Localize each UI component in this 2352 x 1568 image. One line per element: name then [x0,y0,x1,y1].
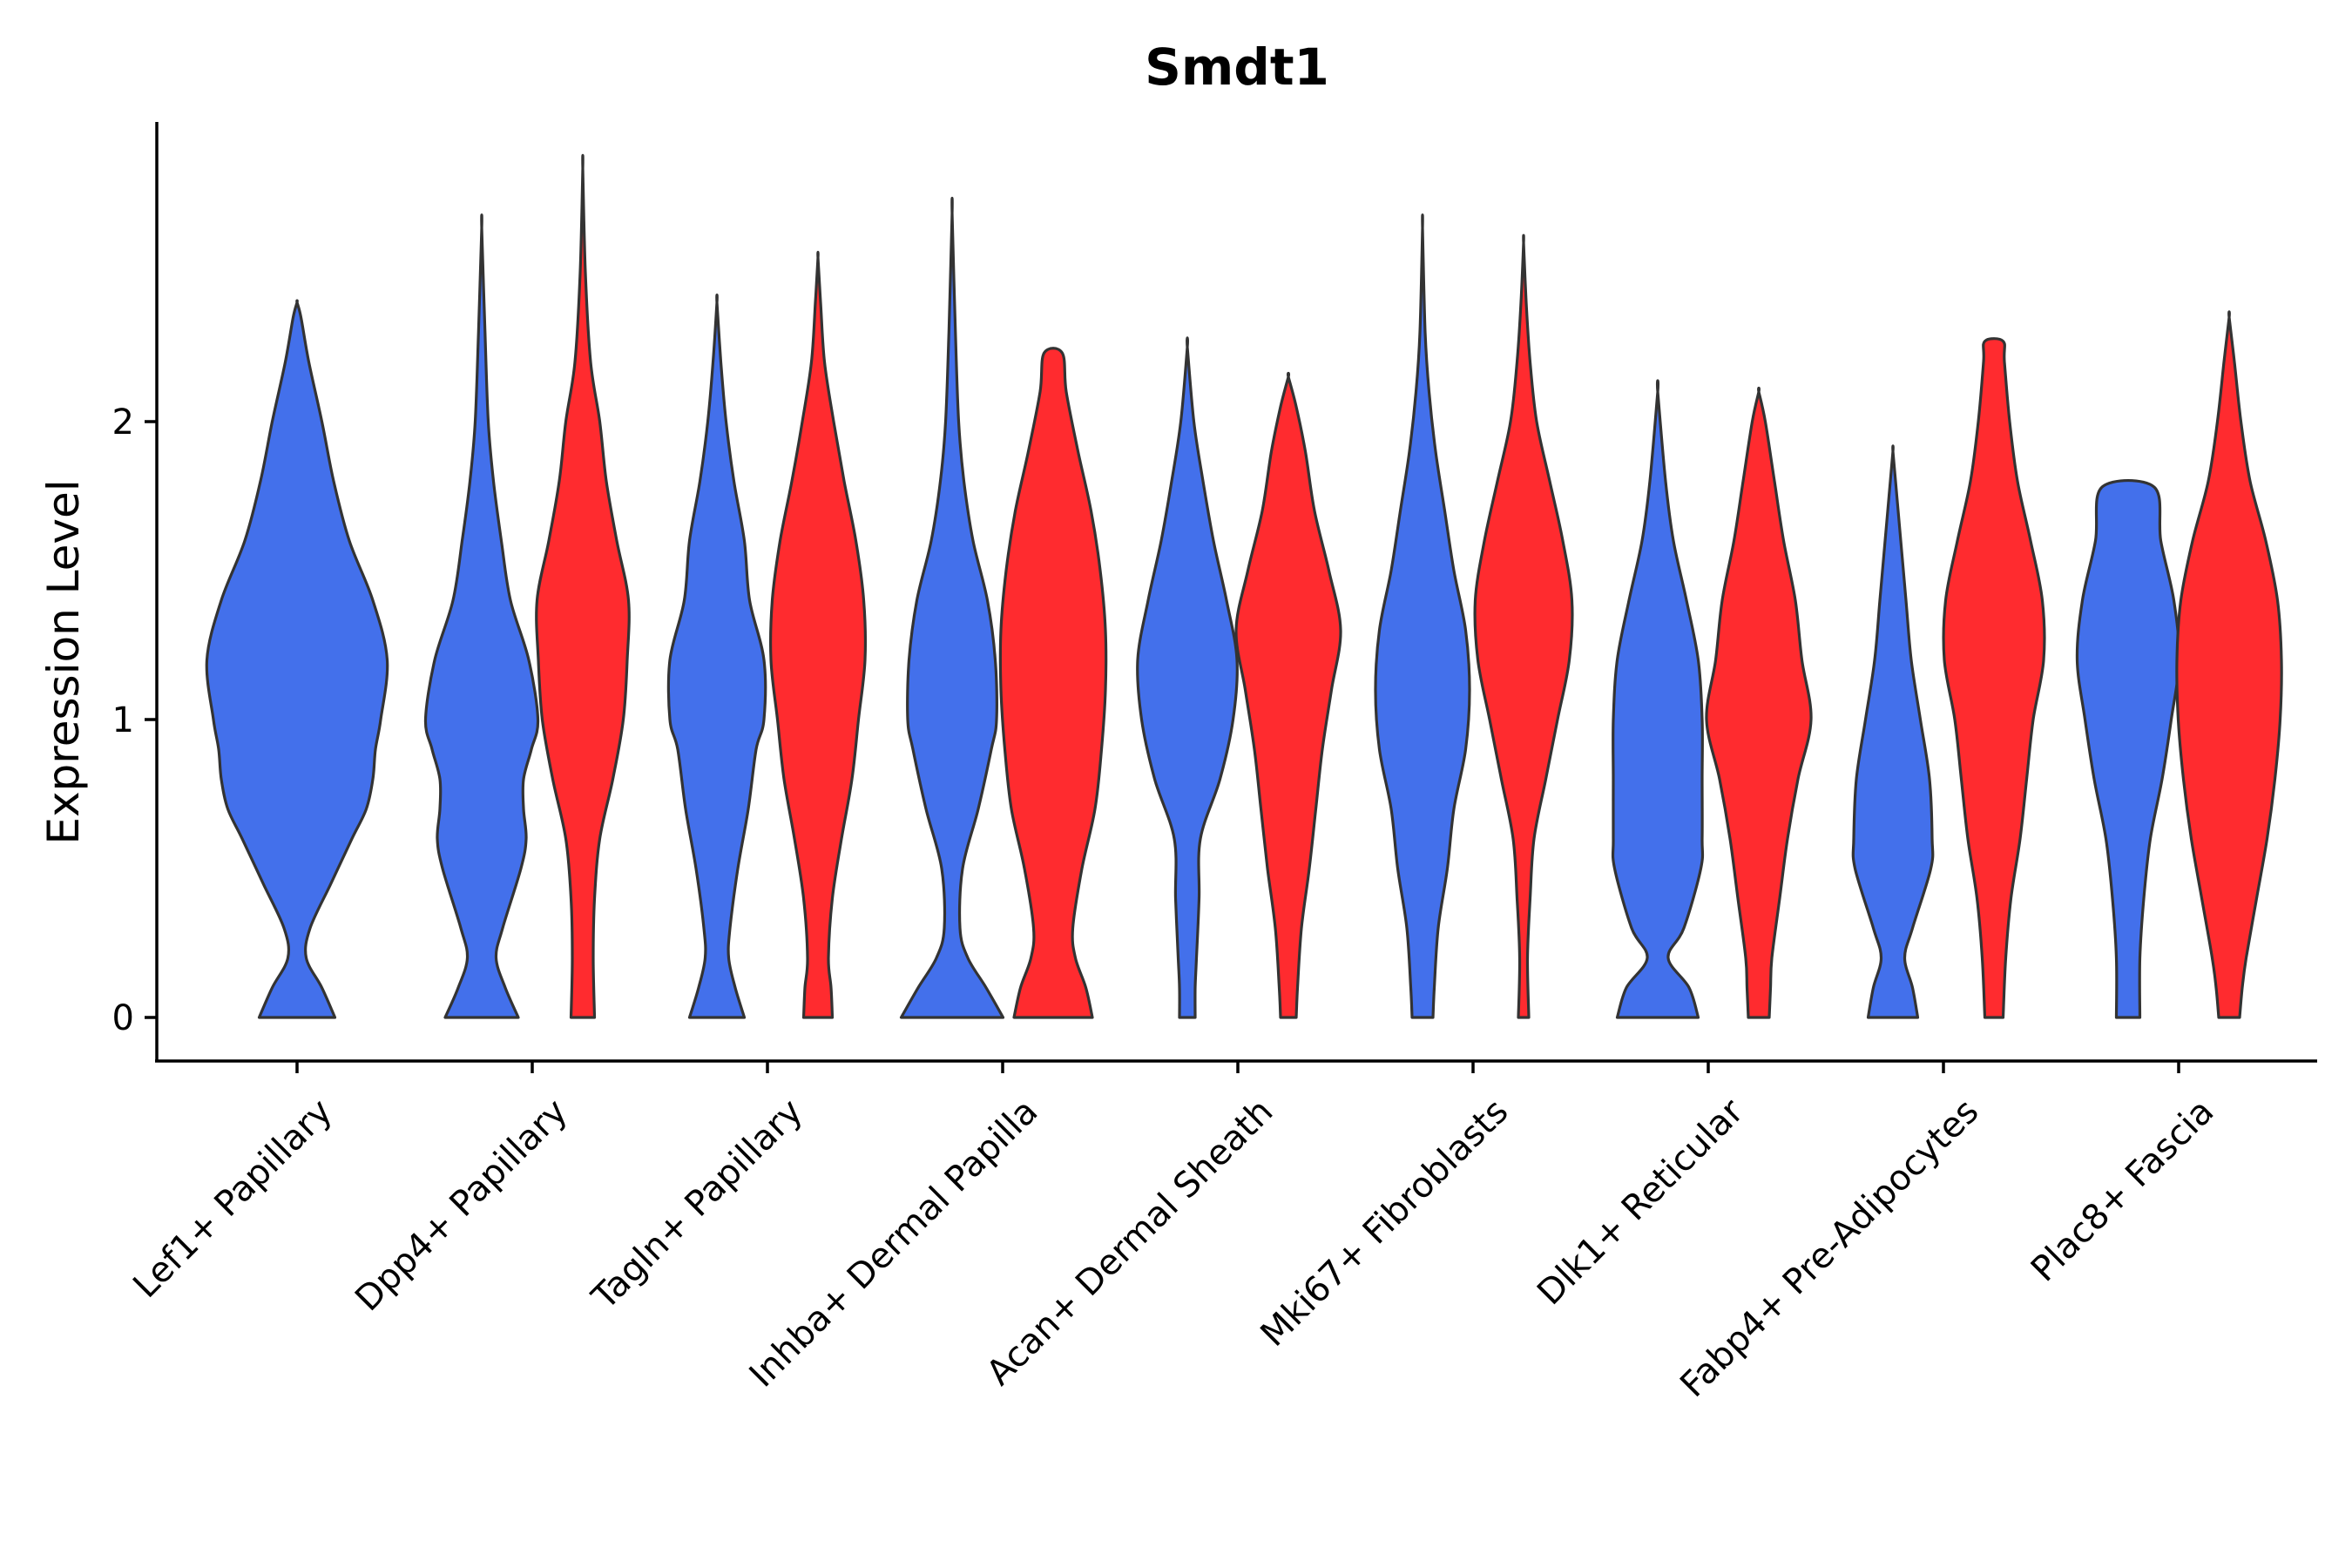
violin-2-plac8-fascia [2175,310,2283,1019]
violin-2-dlk1-reticular [1705,386,1813,1019]
violin-2-inhba-dermal-papilla [998,347,1108,1019]
chart-title: Smdt1 [1145,37,1329,97]
violin-1-dpp4-papillary [423,213,540,1019]
x-category-label: Mki67+ Fibroblasts [1254,1092,1517,1355]
violin-1-mki67-fibroblasts [1374,213,1471,1019]
y-tick-label: 2 [112,402,134,443]
violin-1-inhba-dermal-papilla [899,196,1005,1019]
y-axis-ticks: 0 1 2 [112,402,157,1038]
violin-layer [205,153,2283,1019]
x-category-label: Dpp4+ Papillary [348,1092,575,1319]
x-category-label: Lef1+ Papillary [125,1092,340,1306]
violin-2-fabp4-pre-adipocytes [1942,337,2046,1019]
violin-2-dpp4-papillary [535,153,631,1019]
violin-2-acan-dermal-sheath [1234,371,1342,1019]
y-axis-label: Expression Level [38,479,89,844]
x-category-label: Dlk1+ Reticular [1530,1092,1752,1314]
x-axis-ticks: Lef1+ Papillary Dpp4+ Papillary Tagln+ Pap… [125,1061,2221,1405]
y-tick-label: 0 [112,998,134,1038]
x-category-label: Plac8+ Fascia [2024,1092,2222,1290]
violin-1-plac8-fascia [2075,479,2181,1019]
x-category-label: Tagln+ Papillary [584,1092,810,1318]
violin-1-lef1-papillary [205,299,389,1019]
violin-1-dlk1-reticular [1611,379,1705,1019]
violin-1-fabp4-pre-adipocytes [1851,444,1935,1019]
violin-2-mki67-fibroblasts [1473,233,1574,1019]
y-tick-label: 1 [112,700,134,740]
violin-1-tagln-papillary [666,294,767,1019]
violin-2-tagln-papillary [768,250,868,1019]
violin-1-acan-dermal-sheath [1136,336,1239,1019]
